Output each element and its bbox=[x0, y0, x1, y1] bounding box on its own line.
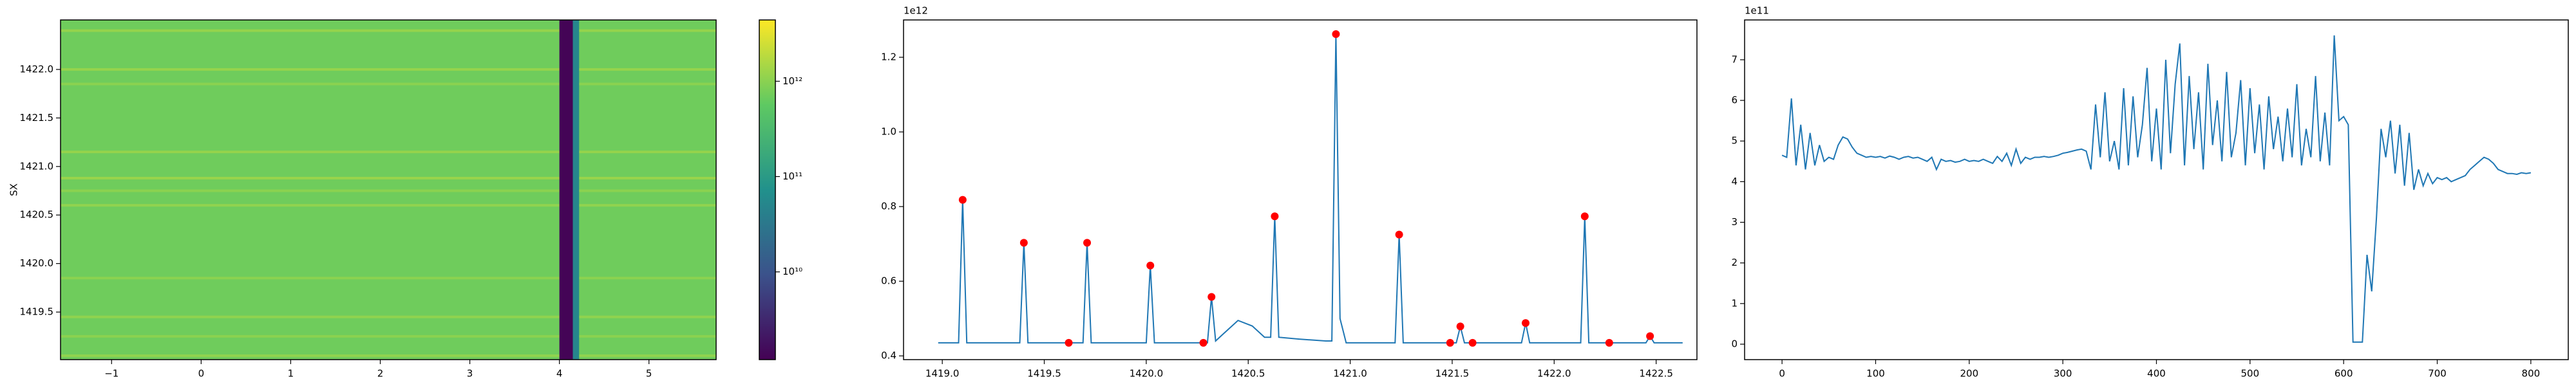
x-tick-label: 100 bbox=[1866, 368, 1885, 380]
x-tick-label: 200 bbox=[1960, 368, 1978, 380]
peak-marker bbox=[1446, 338, 1454, 347]
y-tick-label: 1.2 bbox=[881, 51, 896, 63]
x-tick-label: 500 bbox=[2241, 368, 2260, 380]
axes-frame bbox=[903, 19, 1698, 360]
panel: 10¹⁰ 10¹¹ 10¹² SX −1 0 1 2 3 4 5 1419.5 1420.0 1420.5… bbox=[8, 19, 802, 380]
plot-area bbox=[938, 30, 1683, 347]
heatmap-column bbox=[573, 20, 580, 360]
heatmap-row bbox=[61, 151, 716, 154]
peak-marker bbox=[1271, 212, 1279, 221]
x-tick-label: 1421.0 bbox=[1333, 368, 1367, 380]
colorbar-tick-label: 10¹⁰ bbox=[782, 266, 802, 277]
peak-marker bbox=[1521, 319, 1530, 327]
x-tick-label: 1420.0 bbox=[1130, 368, 1164, 380]
peak-marker bbox=[1395, 230, 1403, 239]
peak-marker bbox=[1456, 322, 1464, 331]
x-tick-label: 1422.0 bbox=[1537, 368, 1571, 380]
heatmap-row bbox=[61, 354, 716, 357]
x-tick-label: 600 bbox=[2334, 368, 2353, 380]
peak-marker bbox=[1146, 261, 1155, 270]
x-tick-label: 1419.5 bbox=[1027, 368, 1061, 380]
x-tick-label: 700 bbox=[2428, 368, 2447, 380]
x-tick-label: 1421.5 bbox=[1435, 368, 1470, 380]
plot-area bbox=[61, 20, 716, 360]
line bbox=[1781, 35, 2532, 343]
heatmap-row bbox=[61, 189, 716, 192]
heatmap-row bbox=[61, 68, 716, 71]
y-tick-label: 1422.0 bbox=[20, 63, 54, 75]
y-tick-label: 4 bbox=[1731, 176, 1738, 187]
panel: 1e12 1419.0 1419.5 1420.0 1420.5 1421.0 1421.5… bbox=[881, 5, 1698, 380]
heatmap-row bbox=[61, 82, 716, 86]
y-tick-label: 1421.5 bbox=[20, 112, 54, 124]
y-axis-label: SX bbox=[8, 183, 20, 196]
peak-marker bbox=[1083, 239, 1092, 247]
y-tick-label: 1420.5 bbox=[20, 209, 54, 221]
x-tick-label: 1422.5 bbox=[1639, 368, 1673, 380]
peak-marker bbox=[1332, 30, 1340, 39]
peak-marker bbox=[1580, 212, 1589, 221]
peak-marker bbox=[958, 196, 967, 204]
heatmap-row bbox=[61, 29, 716, 32]
line bbox=[938, 33, 1683, 344]
panel: 1e11 0 100 200 300 400 500 600 700 800 0 1 2 3 4 5 6 7 bbox=[1731, 5, 2569, 380]
peak-marker bbox=[1065, 338, 1073, 347]
colorbar-frame bbox=[759, 19, 776, 360]
y-tick-label: 0.6 bbox=[881, 275, 896, 287]
y-tick-label: 0 bbox=[1731, 338, 1738, 350]
y-tick-label: 3 bbox=[1731, 216, 1738, 228]
x-tick-label: 3 bbox=[467, 368, 473, 380]
y-tick-label: 2 bbox=[1731, 257, 1738, 268]
peak-marker bbox=[1468, 338, 1477, 347]
x-tick-label: 0 bbox=[198, 368, 205, 380]
heatmap-row bbox=[61, 335, 716, 338]
y-tick-label: 6 bbox=[1731, 95, 1738, 106]
y-tick-label: 1.0 bbox=[881, 126, 896, 138]
peak-marker bbox=[1646, 332, 1654, 340]
colorbar-tick-label: 10¹² bbox=[782, 75, 802, 87]
x-tick-label: 4 bbox=[556, 368, 563, 380]
heatmap-row bbox=[61, 204, 716, 207]
axis-offset: 1e11 bbox=[1745, 5, 1769, 17]
peak-marker bbox=[1605, 338, 1613, 347]
colorbar bbox=[759, 20, 775, 360]
heatmap-row bbox=[61, 315, 716, 318]
x-tick-label: 300 bbox=[2054, 368, 2072, 380]
peak-marker bbox=[1019, 239, 1028, 247]
y-tick-label: 0.4 bbox=[881, 350, 896, 362]
x-tick-label: 5 bbox=[646, 368, 652, 380]
y-tick-label: 1420.0 bbox=[20, 257, 54, 269]
axis-offset: 1e12 bbox=[904, 5, 928, 17]
heatmap-row bbox=[61, 176, 716, 179]
y-tick-label: 1419.5 bbox=[20, 306, 54, 318]
peak-marker bbox=[1208, 293, 1216, 301]
x-tick-label: 0 bbox=[1779, 368, 1785, 380]
x-tick-label: 1 bbox=[288, 368, 294, 380]
y-tick-label: 1421.0 bbox=[20, 160, 54, 172]
axes-frame bbox=[1744, 19, 2569, 360]
y-tick-label: 5 bbox=[1731, 135, 1738, 147]
axes-frame bbox=[60, 19, 717, 360]
x-tick-label: 800 bbox=[2522, 368, 2541, 380]
peak-marker bbox=[1199, 338, 1208, 347]
heatmap-column bbox=[559, 20, 573, 360]
colorbar-tick-label: 10¹¹ bbox=[782, 170, 802, 182]
y-tick-label: 1 bbox=[1731, 297, 1738, 309]
x-tick-label: 400 bbox=[2147, 368, 2166, 380]
plot-area bbox=[1781, 35, 2532, 343]
heatmap-row bbox=[61, 277, 716, 280]
x-tick-label: −1 bbox=[104, 368, 118, 380]
x-tick-label: 1419.0 bbox=[925, 368, 960, 380]
x-tick-label: 1420.5 bbox=[1231, 368, 1265, 380]
x-tick-label: 2 bbox=[377, 368, 384, 380]
y-tick-label: 0.8 bbox=[881, 201, 896, 212]
y-tick-label: 7 bbox=[1731, 53, 1738, 65]
